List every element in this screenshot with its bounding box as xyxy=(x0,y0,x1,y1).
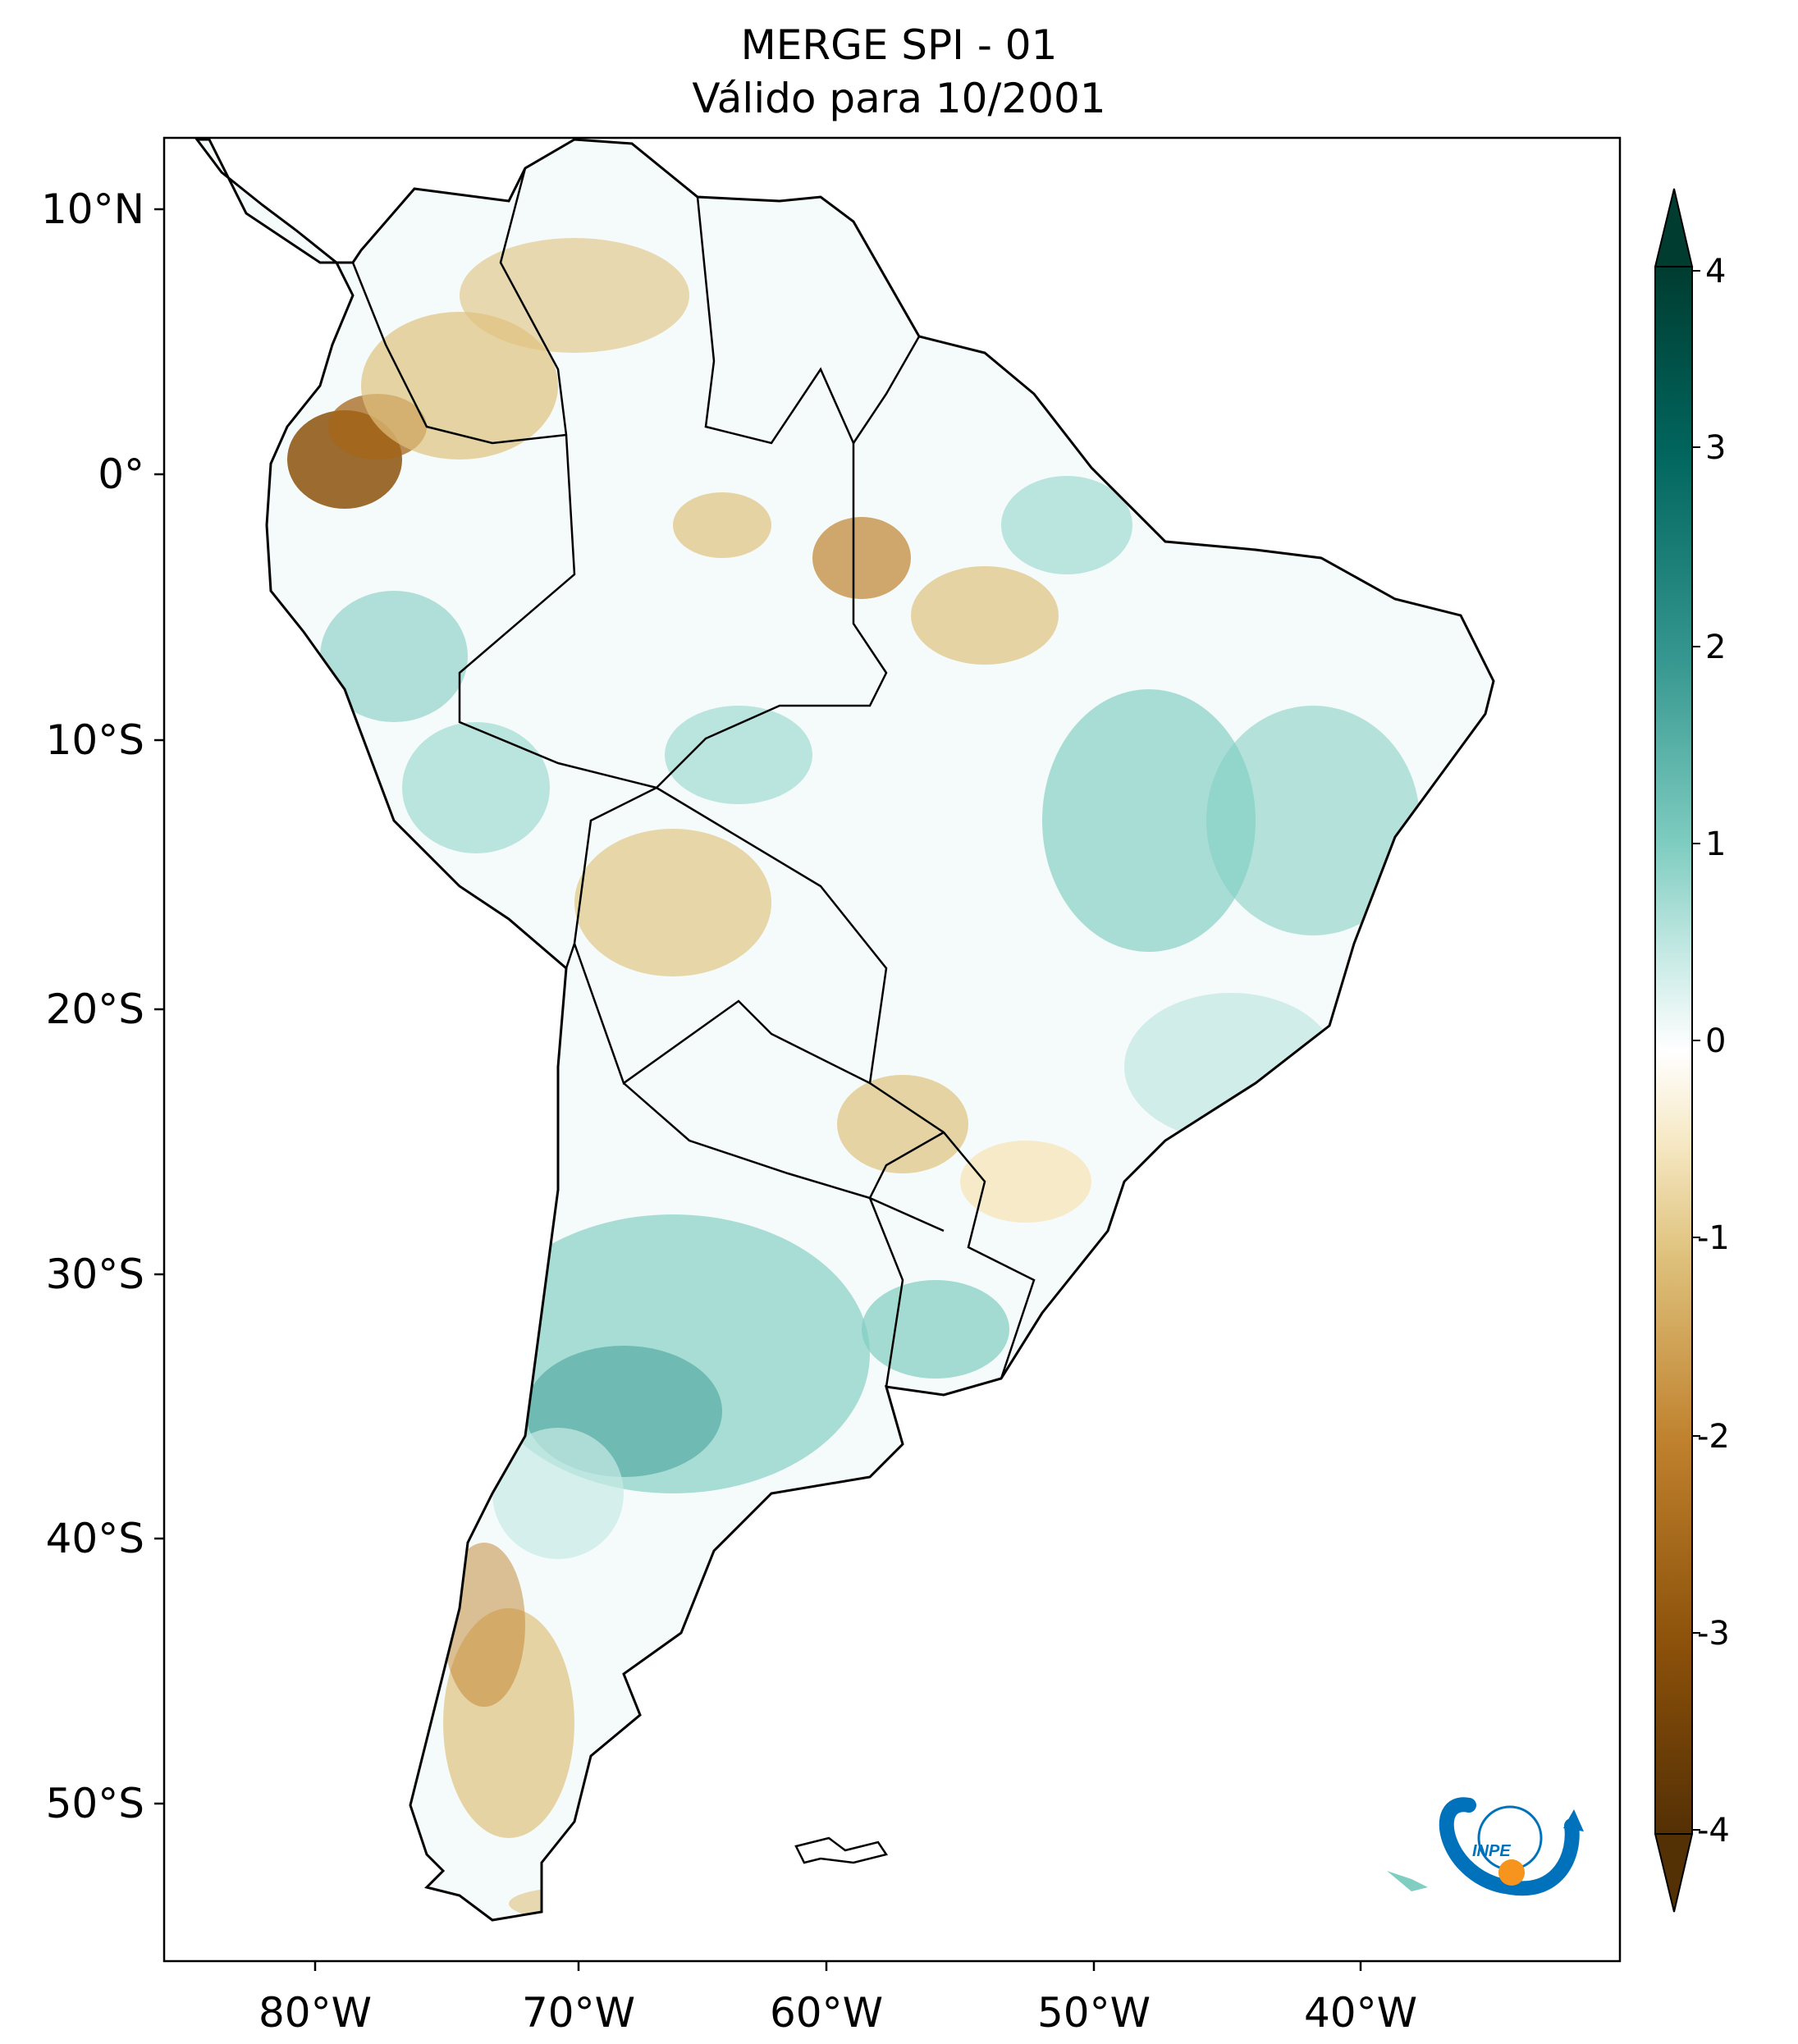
colorbar-tick-label: 3 xyxy=(1705,429,1726,467)
inpe-logo: INPE xyxy=(1439,1797,1584,1896)
colorbar-tick-label: 4 xyxy=(1705,253,1726,290)
colorbar-tick-label: -3 xyxy=(1697,1615,1730,1653)
lat-tick-label: 50°S xyxy=(46,1780,144,1827)
continent-outline xyxy=(194,138,1495,1922)
lon-tick-label: 60°W xyxy=(770,1989,883,2037)
colorbar-tick-label: 1 xyxy=(1705,825,1726,863)
lat-tick-label: 40°S xyxy=(46,1515,144,1562)
lon-tick-label: 50°W xyxy=(1037,1989,1151,2037)
lat-tick-label: 20°S xyxy=(46,985,144,1033)
colorbar-tick-label: -4 xyxy=(1697,1812,1730,1850)
lon-tick-label: 40°W xyxy=(1304,1989,1417,2037)
lon-axis: 80°W 70°W 60°W 50°W 40°W xyxy=(258,1961,1417,2037)
colorbar-ticks: 4 3 2 1 0 -1 -2 -3 -4 xyxy=(1692,253,1730,1850)
colorbar-upper-extend xyxy=(1654,188,1694,268)
lat-axis: 10°N 0° 10°S 20°S 30°S 40°S 50°S xyxy=(41,185,164,1827)
colorbar-gradient xyxy=(1654,266,1693,1835)
lon-tick-label: 80°W xyxy=(258,1989,372,2037)
colorbar-tick-label: -2 xyxy=(1697,1418,1730,1456)
colorbar-tick-label: 2 xyxy=(1705,629,1726,666)
lat-tick-label: 10°S xyxy=(46,716,144,764)
map-subtitle: Válido para 10/2001 xyxy=(692,75,1106,122)
inpe-logo-text: INPE xyxy=(1472,1842,1511,1860)
colorbar xyxy=(1654,188,1694,1913)
colorbar-tick-label: -1 xyxy=(1697,1219,1730,1257)
map-title: MERGE SPI - 01 xyxy=(740,21,1058,69)
lat-tick-label: 0° xyxy=(98,450,144,498)
south-georgia xyxy=(1387,1871,1428,1891)
country-borders xyxy=(351,167,1036,1388)
lon-tick-label: 70°W xyxy=(522,1989,635,2037)
colorbar-lower-extend xyxy=(1654,1833,1694,1913)
lat-tick-label: 30°S xyxy=(46,1251,144,1298)
lat-tick-label: 10°N xyxy=(41,185,144,233)
colorbar-tick-label: 0 xyxy=(1705,1022,1726,1060)
falkland-islands xyxy=(794,1836,889,1864)
